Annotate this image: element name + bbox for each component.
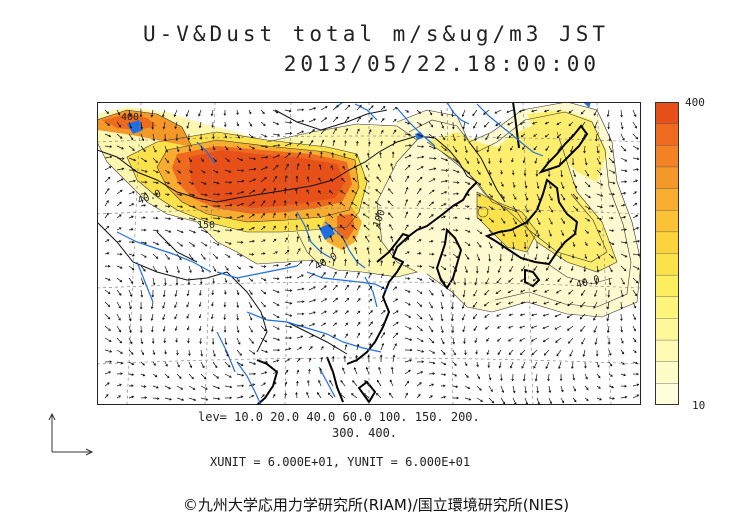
colorbar-band: [655, 124, 679, 146]
colorbar-band: [655, 210, 679, 232]
contour-label: 400: [121, 112, 139, 123]
colorbar-band: [655, 145, 679, 167]
vector-unit-line: XUNIT = 6.000E+01, YUNIT = 6.000E+01: [210, 455, 470, 469]
copyright-notice: ©九州大学応用力学研究所(RIAM)/国立環境研究所(NIES): [0, 494, 752, 515]
colorbar-band: [655, 362, 679, 384]
map-datetime: 2013/05/22.18:00:00: [0, 52, 600, 76]
colorbar-band: [655, 318, 679, 340]
colorbar-band: [655, 102, 679, 124]
contour-label: 150: [197, 220, 215, 231]
dust-forecast-map: 400 40.0 150 100 40.0 40.0: [97, 102, 641, 405]
map-title: U-V&Dust total m/s&ug/m3 JST: [0, 22, 752, 46]
colorbar-band: [655, 254, 679, 276]
colorbar: [655, 102, 679, 405]
contour-levels-line: lev= 10.0 20.0 40.0 60.0 100. 150. 200.: [198, 410, 480, 424]
colorbar-min-label: 10: [692, 399, 705, 412]
colorbar-max-label: 400: [685, 96, 705, 109]
colorbar-band: [655, 167, 679, 189]
colorbar-band: [655, 297, 679, 319]
colorbar-band: [655, 189, 679, 211]
contour-levels-line-2: 300. 400.: [332, 426, 397, 440]
colorbar-band: [655, 383, 679, 405]
unit-vector-axes-icon: [40, 408, 100, 458]
colorbar-band: [655, 340, 679, 362]
colorbar-band: [655, 275, 679, 297]
colorbar-band: [655, 232, 679, 254]
